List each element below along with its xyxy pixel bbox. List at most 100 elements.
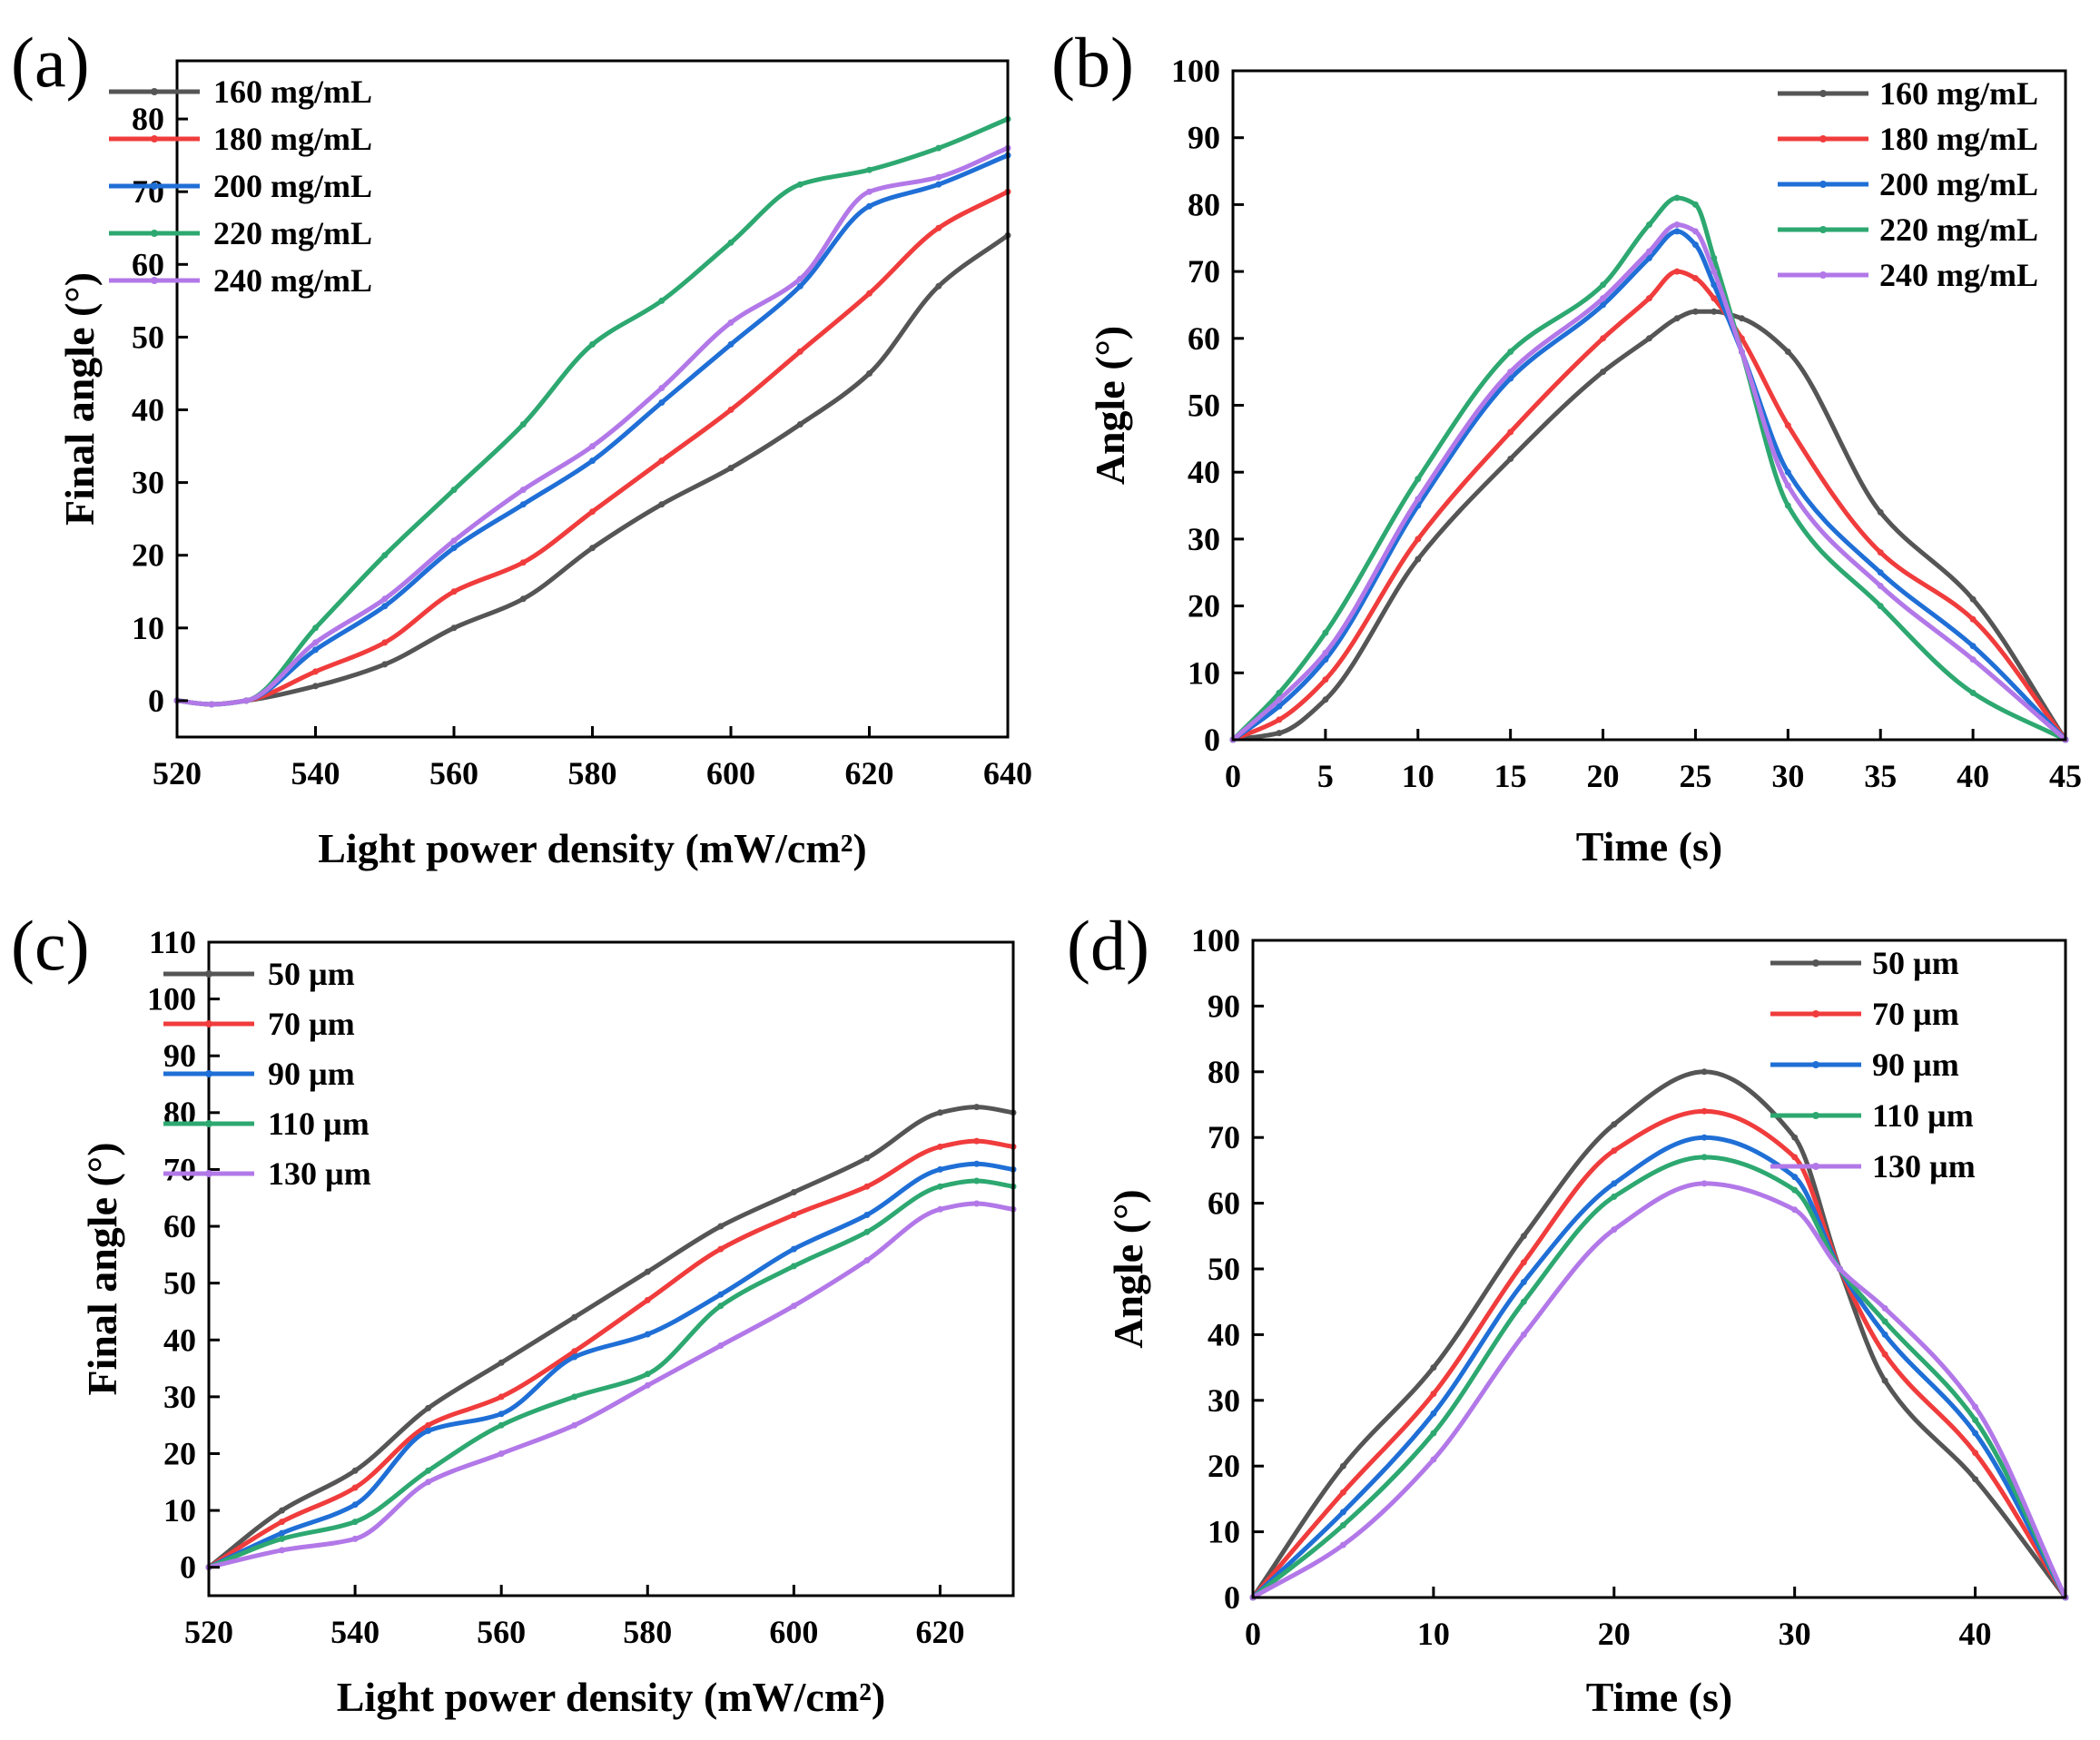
data-point (727, 465, 735, 472)
data-point (1415, 496, 1422, 503)
data-point (425, 1479, 432, 1486)
data-point (1430, 1410, 1437, 1417)
data-point (796, 181, 804, 188)
data-point (450, 588, 458, 595)
x-tick-label: 30 (1779, 1616, 1811, 1652)
data-point (658, 297, 665, 304)
data-point (727, 340, 735, 348)
data-point (644, 1381, 651, 1389)
data-point (1972, 1476, 1979, 1483)
legend-label: 180 mg/mL (213, 121, 372, 157)
data-point (937, 1143, 943, 1150)
data-point (425, 1421, 432, 1429)
data-point (571, 1421, 578, 1429)
data-point (935, 181, 942, 188)
data-point (1881, 1331, 1888, 1338)
data-point (1877, 508, 1884, 516)
data-point (279, 1519, 285, 1526)
y-tick-label: 0 (148, 683, 164, 719)
y-tick-label: 40 (132, 392, 164, 428)
data-point (1691, 275, 1699, 281)
data-point (1701, 1154, 1708, 1161)
series-line-4 (1253, 1155, 2065, 1597)
y-tick-label: 10 (163, 1492, 196, 1529)
data-point (450, 545, 458, 552)
data-point (425, 1467, 432, 1474)
y-tick-label: 0 (180, 1549, 196, 1586)
data-point (644, 1268, 651, 1275)
data-point (1339, 1462, 1346, 1470)
data-point (790, 1263, 797, 1270)
series-line-2 (209, 1138, 1013, 1569)
panel-label: (c) (11, 906, 90, 985)
data-point (717, 1342, 725, 1349)
data-point (1430, 1456, 1437, 1463)
data-point (1322, 629, 1329, 636)
data-point (1322, 649, 1329, 656)
y-tick-label: 40 (1188, 454, 1220, 490)
data-point (519, 501, 527, 508)
series-line-1 (1233, 309, 2065, 740)
data-point (1701, 1180, 1708, 1187)
legend-label: 220 mg/mL (1879, 211, 2038, 248)
x-tick-label: 40 (1959, 1616, 1992, 1652)
data-point (1711, 268, 1718, 275)
legend-marker (1819, 135, 1827, 143)
legend-marker (1812, 1010, 1819, 1017)
y-tick-label: 40 (1208, 1316, 1240, 1352)
data-point (1322, 696, 1329, 703)
y-tick-label: 60 (1208, 1185, 1240, 1222)
legend-label: 240 mg/mL (213, 262, 372, 299)
data-point (519, 421, 527, 428)
data-point (1711, 295, 1718, 302)
data-point (937, 1109, 943, 1116)
data-point (1415, 555, 1422, 563)
data-point (312, 624, 319, 632)
x-tick-label: 20 (1587, 758, 1620, 794)
y-tick-label: 20 (163, 1435, 196, 1471)
data-point (1784, 468, 1791, 476)
data-point (1276, 696, 1283, 703)
legend-label: 130 µm (1872, 1148, 1976, 1185)
x-tick-label: 0 (1245, 1616, 1261, 1652)
data-point (1881, 1304, 1888, 1312)
data-point (717, 1303, 725, 1310)
data-point (937, 1165, 943, 1173)
data-point (866, 370, 873, 377)
data-point (1611, 1147, 1618, 1155)
legend-label: 240 mg/mL (1879, 257, 2038, 293)
data-point (1701, 1107, 1708, 1115)
data-point (1430, 1430, 1437, 1437)
y-tick-label: 50 (1188, 388, 1220, 424)
legend-marker (205, 1020, 212, 1027)
data-point (1415, 476, 1422, 483)
data-point (866, 188, 873, 195)
data-point (790, 1245, 797, 1253)
data-point (863, 1228, 871, 1235)
legend-label: 200 mg/mL (213, 168, 372, 204)
data-point (571, 1348, 578, 1355)
data-point (1430, 1391, 1437, 1398)
data-point (1877, 549, 1884, 556)
y-tick-label: 30 (132, 465, 164, 501)
legend-label: 90 µm (268, 1056, 355, 1092)
data-point (1507, 369, 1514, 376)
series-line-5 (1233, 222, 2065, 740)
y-tick-label: 90 (163, 1037, 196, 1074)
y-tick-label: 40 (163, 1322, 196, 1358)
data-point (863, 1183, 871, 1190)
y-tick-label: 90 (1208, 988, 1240, 1024)
series-line-3 (1233, 229, 2065, 740)
chart-panel-3: (c)520 540 560 580 600 6200102030405060708090… (11, 906, 1017, 1720)
legend-marker (205, 1070, 212, 1077)
data-point (1969, 643, 1977, 650)
data-point (312, 668, 319, 675)
data-point (1972, 1417, 1979, 1423)
data-point (1784, 422, 1791, 429)
series-line-5 (177, 145, 1008, 707)
data-point (1784, 349, 1791, 355)
legend: 50 µm 70 µm 90 µm 110 µm 130 µm (163, 956, 371, 1192)
data-point (589, 545, 596, 552)
data-point (1520, 1331, 1527, 1338)
